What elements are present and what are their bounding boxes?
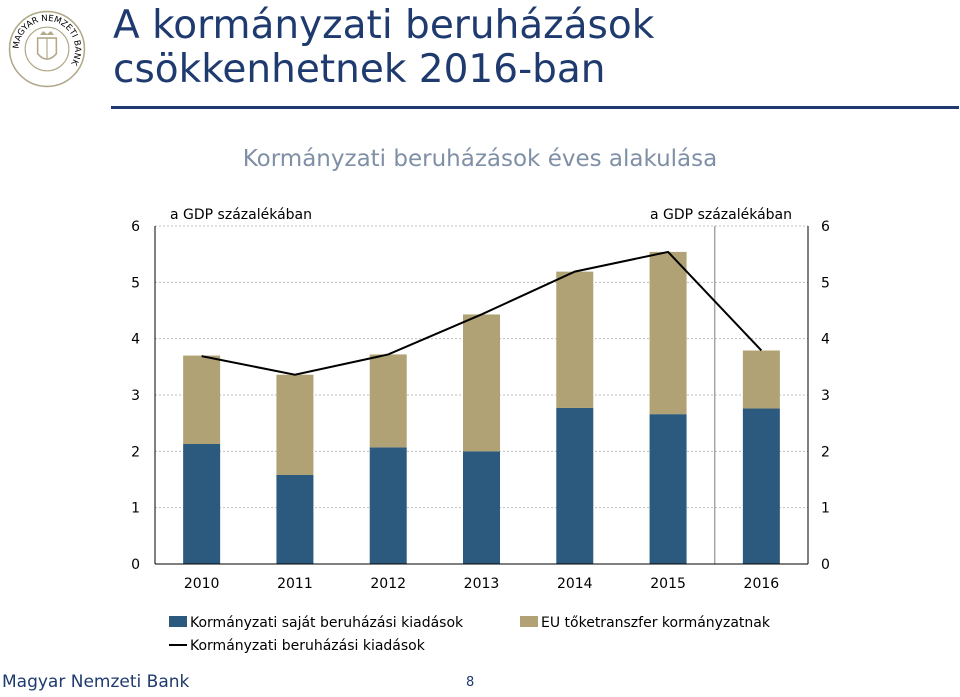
bar-eu — [742, 350, 780, 409]
chart-title: Kormányzati beruházások éves alakulása — [242, 146, 718, 172]
y-tick-label-right: 2 — [821, 444, 830, 460]
y-tick-label-left: 3 — [131, 388, 140, 404]
y-tick-label-right: 0 — [821, 557, 830, 573]
series-line-total — [201, 250, 763, 376]
bar-eu — [556, 271, 594, 408]
legend: Kormányzati saját beruházási kiadások EU… — [169, 615, 771, 654]
x-tick-label: 2016 — [744, 576, 780, 592]
bar-eu — [649, 251, 687, 415]
bar-own — [463, 451, 500, 564]
bar-eu — [276, 374, 314, 475]
bar-eu — [183, 355, 221, 445]
y-tick-label-right: 4 — [821, 332, 830, 348]
page-number: 8 — [466, 675, 475, 690]
legend-label-eu: EU tőketranszfer kormányzatnak — [541, 615, 771, 631]
bar-eu — [463, 314, 500, 452]
y-tick-label-left: 4 — [131, 332, 140, 348]
x-tick-label: 2011 — [277, 576, 313, 592]
x-tick-label: 2010 — [184, 576, 220, 592]
slide-title: A kormányzati beruházások csökkenhetnek … — [113, 3, 655, 92]
bar-own — [649, 414, 687, 564]
title-rule — [111, 106, 959, 109]
y-tick-label-right: 1 — [821, 501, 830, 517]
left-axis-label: a GDP százalékában — [170, 207, 312, 223]
x-tick-label: 2012 — [370, 576, 406, 592]
y-tick-label-right: 5 — [821, 275, 830, 291]
legend-label-own: Kormányzati saját beruházási kiadások — [190, 615, 464, 631]
y-tick-label-left: 5 — [131, 275, 140, 291]
bar-eu — [369, 354, 407, 448]
right-axis-label: a GDP százalékában — [650, 207, 792, 223]
x-tick-label: 2013 — [464, 576, 500, 592]
y-tick-label-left: 6 — [131, 219, 140, 235]
x-tick-label: 2014 — [557, 576, 593, 592]
legend-swatch-eu — [520, 616, 538, 627]
bar-own — [276, 474, 314, 564]
mnb-logo: MAGYAR NEMZETI BANK — [8, 10, 86, 88]
grid-lines — [155, 225, 808, 509]
tick-labels: 0 0 1 1 2 2 3 3 4 4 5 5 6 6 2010 2011 2012 2013 2014 2015 20… — [131, 219, 830, 592]
legend-swatch-own — [169, 616, 187, 627]
bars — [183, 251, 780, 564]
y-tick-label-left: 1 — [131, 501, 140, 517]
footer-organization: Magyar Nemzeti Bank — [2, 672, 190, 692]
y-tick-label-right: 6 — [821, 219, 830, 235]
bar-own — [369, 447, 407, 564]
bar-own — [556, 407, 594, 564]
y-tick-label-right: 3 — [821, 388, 830, 404]
legend-label-line: Kormányzati beruházási kiadások — [190, 638, 426, 654]
bar-own — [183, 444, 221, 564]
bar-own — [742, 408, 780, 564]
y-tick-label-left: 0 — [131, 557, 140, 573]
y-tick-label-left: 2 — [131, 444, 140, 460]
x-tick-label: 2015 — [650, 576, 686, 592]
